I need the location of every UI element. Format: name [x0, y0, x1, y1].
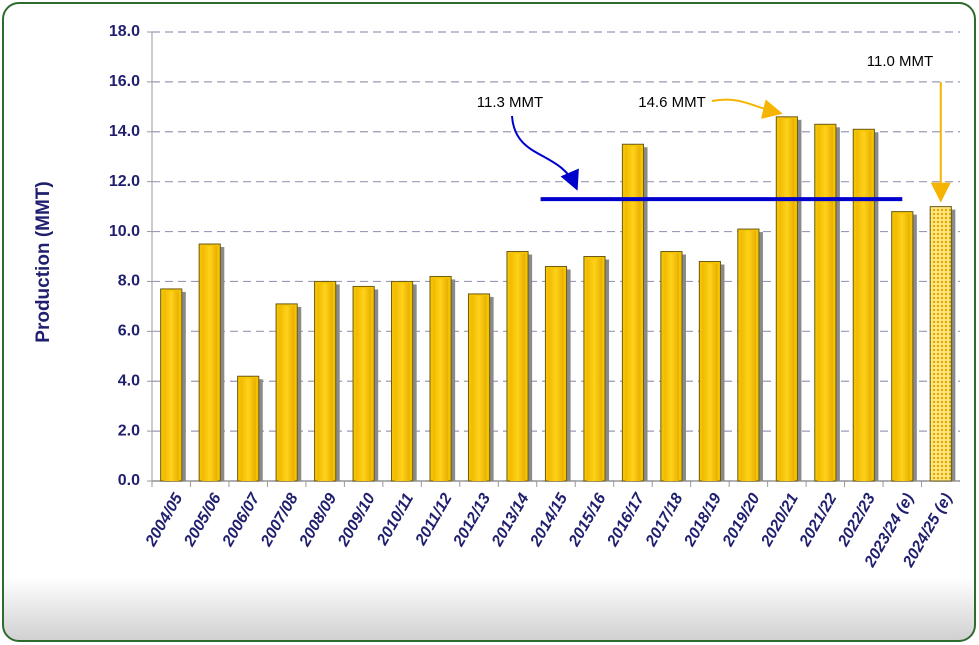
y-tick-label: 16.0 — [109, 73, 140, 90]
bar-shine — [817, 126, 833, 482]
y-tick-label: 2.0 — [118, 422, 140, 439]
bar-shine — [240, 378, 256, 481]
bar-shine — [663, 253, 680, 481]
y-tick-label: 8.0 — [118, 273, 140, 290]
bar-shine — [356, 288, 372, 481]
y-tick-label: 0.0 — [118, 472, 140, 489]
y-tick-label: 10.0 — [109, 223, 140, 240]
y-axis-label: Production (MMT) — [33, 181, 54, 342]
bar-shine — [432, 278, 449, 481]
bar-shine — [163, 290, 179, 481]
bar-shine — [625, 146, 641, 481]
bar-shine — [740, 231, 756, 481]
y-tick-label: 18.0 — [109, 23, 140, 40]
bar — [929, 206, 952, 482]
bar-shine — [548, 268, 564, 481]
bar-shine — [856, 131, 872, 482]
annotation: 11.3 MMT — [477, 94, 543, 111]
y-tick-label: 6.0 — [118, 323, 140, 340]
bar-shine — [702, 263, 718, 481]
y-tick-label: 12.0 — [109, 173, 140, 190]
bar-shine — [279, 305, 295, 481]
bar-shine — [394, 283, 410, 481]
bar-shine — [471, 295, 487, 481]
bar-shine — [779, 118, 795, 482]
bar-shine — [894, 213, 910, 481]
y-tick-label: 4.0 — [118, 372, 140, 389]
bar-shine — [509, 253, 526, 481]
bar-shine — [586, 258, 603, 481]
bar-shine — [202, 246, 218, 481]
bar-shine — [317, 283, 333, 481]
annotation-arrow — [511, 115, 579, 191]
annotation: 14.6 MMT — [638, 94, 706, 111]
annotation: 11.0 MMT — [867, 53, 933, 70]
annotation-arrow — [711, 98, 783, 119]
y-tick-label: 14.0 — [109, 123, 140, 140]
